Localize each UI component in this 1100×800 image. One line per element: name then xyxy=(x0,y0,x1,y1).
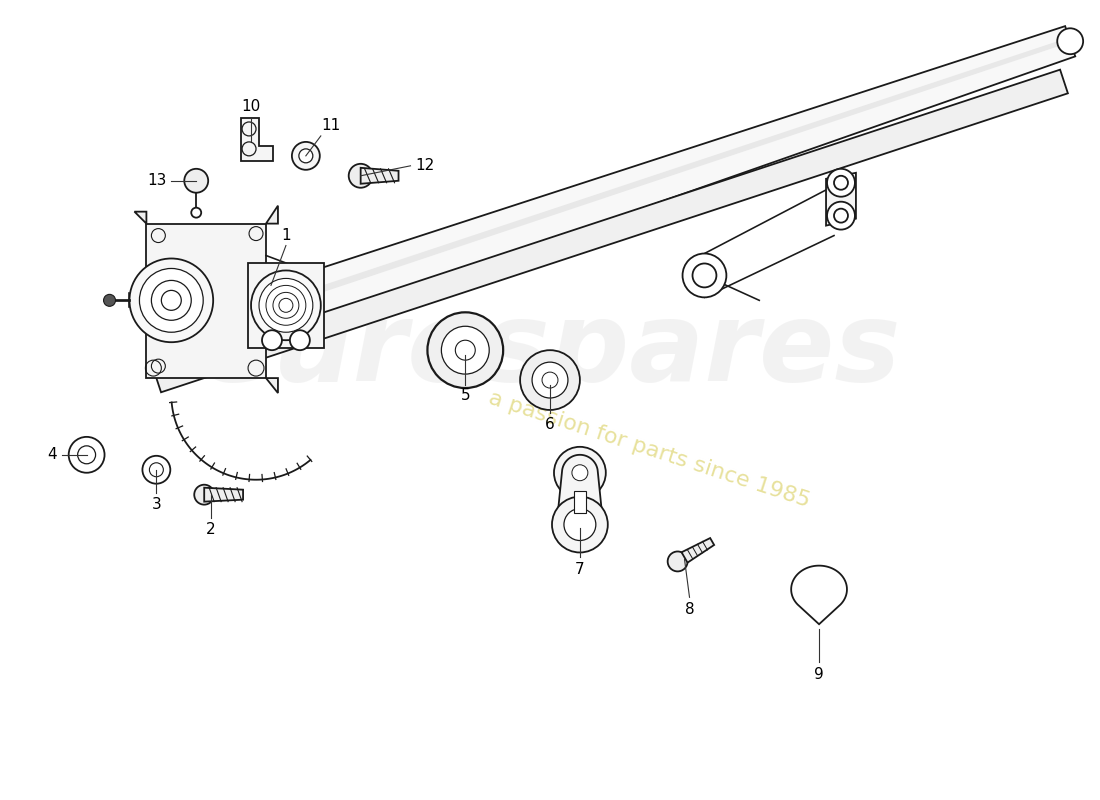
Circle shape xyxy=(441,326,490,374)
Polygon shape xyxy=(791,566,847,624)
FancyBboxPatch shape xyxy=(574,490,586,513)
Text: 12: 12 xyxy=(416,158,434,174)
Polygon shape xyxy=(266,206,278,224)
Circle shape xyxy=(299,149,312,163)
Circle shape xyxy=(78,446,96,464)
Circle shape xyxy=(520,350,580,410)
Text: 8: 8 xyxy=(684,602,694,617)
Circle shape xyxy=(693,263,716,287)
Text: 11: 11 xyxy=(321,118,340,134)
Circle shape xyxy=(542,372,558,388)
Circle shape xyxy=(827,169,855,197)
Circle shape xyxy=(834,176,848,190)
Polygon shape xyxy=(160,38,1070,346)
Circle shape xyxy=(1057,28,1084,54)
Circle shape xyxy=(428,312,503,388)
Circle shape xyxy=(455,340,475,360)
Text: 6: 6 xyxy=(546,418,554,433)
Circle shape xyxy=(185,169,208,193)
Text: 2: 2 xyxy=(207,522,216,537)
Text: a passion for parts since 1985: a passion for parts since 1985 xyxy=(486,388,813,511)
Circle shape xyxy=(292,142,320,170)
Polygon shape xyxy=(361,168,398,184)
Circle shape xyxy=(349,164,373,188)
Text: eurospares: eurospares xyxy=(199,297,901,404)
Text: 10: 10 xyxy=(241,98,261,114)
FancyBboxPatch shape xyxy=(249,263,323,348)
Circle shape xyxy=(191,208,201,218)
Circle shape xyxy=(572,465,587,481)
Circle shape xyxy=(251,270,321,340)
FancyBboxPatch shape xyxy=(146,224,266,378)
Polygon shape xyxy=(266,378,278,393)
Text: 9: 9 xyxy=(814,666,824,682)
Text: 1: 1 xyxy=(282,228,290,243)
Circle shape xyxy=(532,362,568,398)
Circle shape xyxy=(103,294,116,306)
Circle shape xyxy=(827,202,855,230)
Circle shape xyxy=(262,330,282,350)
Polygon shape xyxy=(557,455,604,549)
Circle shape xyxy=(564,509,596,541)
Circle shape xyxy=(668,551,688,571)
Circle shape xyxy=(130,258,213,342)
Circle shape xyxy=(162,290,182,310)
Text: 5: 5 xyxy=(461,387,470,402)
Text: 4: 4 xyxy=(47,447,57,462)
Circle shape xyxy=(195,485,214,505)
Circle shape xyxy=(552,497,608,553)
Polygon shape xyxy=(134,212,146,224)
Text: 13: 13 xyxy=(147,174,166,188)
Circle shape xyxy=(682,254,726,298)
Circle shape xyxy=(152,281,191,320)
Polygon shape xyxy=(826,173,856,226)
Polygon shape xyxy=(205,488,243,502)
Circle shape xyxy=(266,286,306,326)
Text: 3: 3 xyxy=(152,497,162,512)
Circle shape xyxy=(140,269,204,332)
Circle shape xyxy=(554,447,606,498)
Polygon shape xyxy=(241,118,273,161)
Circle shape xyxy=(258,278,312,332)
Circle shape xyxy=(834,209,848,222)
Circle shape xyxy=(279,298,293,312)
Circle shape xyxy=(290,330,310,350)
Circle shape xyxy=(150,462,163,477)
Text: 7: 7 xyxy=(575,562,585,577)
Circle shape xyxy=(273,292,299,318)
Circle shape xyxy=(68,437,104,473)
Polygon shape xyxy=(154,26,1075,374)
Polygon shape xyxy=(682,538,714,562)
Circle shape xyxy=(142,456,170,484)
Polygon shape xyxy=(153,70,1068,392)
